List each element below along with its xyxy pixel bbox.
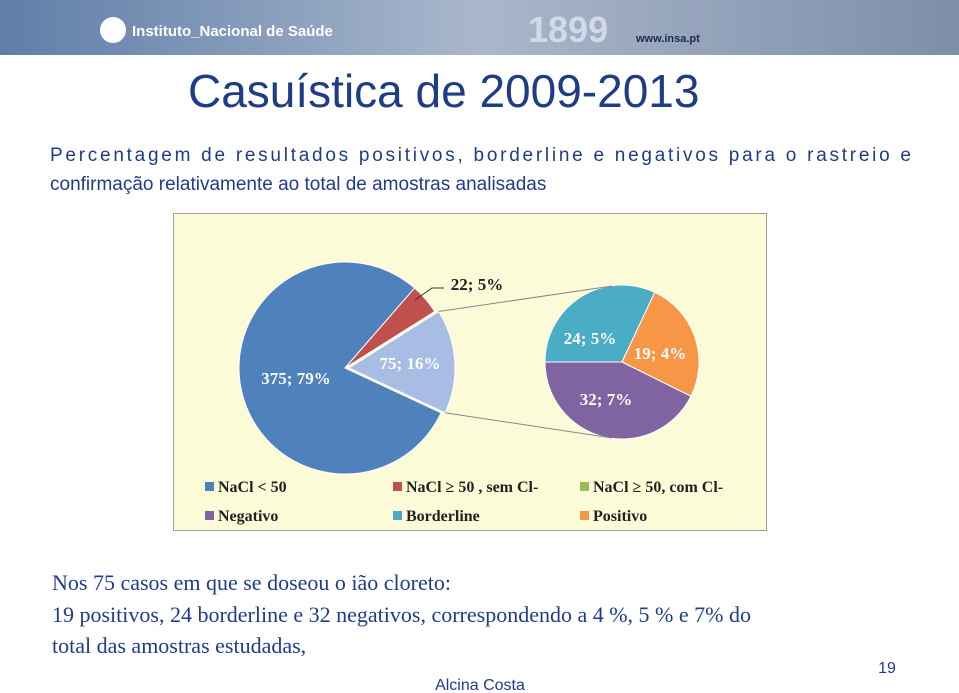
body-line: total das amostras estudadas, bbox=[52, 633, 306, 658]
legend-swatch bbox=[393, 511, 402, 520]
legend-swatch bbox=[205, 482, 214, 491]
legend-label: Negativo bbox=[218, 508, 278, 525]
legend-label: Positivo bbox=[593, 508, 647, 525]
data-label: 24; 5% bbox=[564, 329, 616, 348]
body-line: Nos 75 casos em que se doseou o ião clor… bbox=[52, 570, 451, 595]
pie-slice bbox=[621, 291, 700, 397]
legend-swatch bbox=[393, 482, 402, 491]
page-number: 19 bbox=[878, 660, 896, 677]
subtitle-line: confirmação relativamente ao total de am… bbox=[50, 174, 546, 195]
slide-title: Casuística de 2009-2013 bbox=[188, 65, 699, 117]
data-label: 75; 16% bbox=[380, 354, 441, 373]
header-bar bbox=[0, 0, 959, 55]
legend-label: NaCl ≥ 50 , sem Cl- bbox=[406, 479, 538, 496]
chart: 375; 79% 22; 5% 75; 16% 32; 7% 24; 5% 19; 4% N… bbox=[205, 261, 723, 525]
subtitle-line: Percentagem de resultados positivos, bor… bbox=[50, 145, 911, 166]
legend-swatch bbox=[580, 511, 589, 520]
connector-line bbox=[438, 285, 613, 313]
legend-swatch bbox=[205, 511, 214, 520]
legend-label: Borderline bbox=[406, 508, 480, 525]
pie-slice bbox=[544, 284, 656, 363]
legend-label: NaCl ≥ 50, com Cl- bbox=[593, 479, 723, 496]
body-line: 19 positivos, 24 borderline e 32 negativ… bbox=[52, 602, 751, 627]
data-label: 22; 5% bbox=[451, 275, 503, 294]
logo-text: Instituto_Nacional de Saúde bbox=[132, 23, 333, 40]
data-label: 19; 4% bbox=[634, 344, 686, 363]
legend-label: NaCl < 50 bbox=[218, 479, 287, 496]
data-label: 375; 79% bbox=[261, 369, 330, 388]
legend-swatch bbox=[580, 482, 589, 491]
header-year: 1899 bbox=[528, 9, 608, 50]
footer-author: Alcina Costa bbox=[435, 677, 525, 693]
pie-slice bbox=[347, 310, 456, 414]
leader-line bbox=[414, 287, 444, 301]
connector-line bbox=[444, 412, 613, 439]
header-url: www.insa.pt bbox=[635, 33, 700, 45]
pie-slice bbox=[344, 287, 436, 369]
data-label: 32; 7% bbox=[580, 390, 632, 409]
logo-icon bbox=[100, 17, 126, 43]
